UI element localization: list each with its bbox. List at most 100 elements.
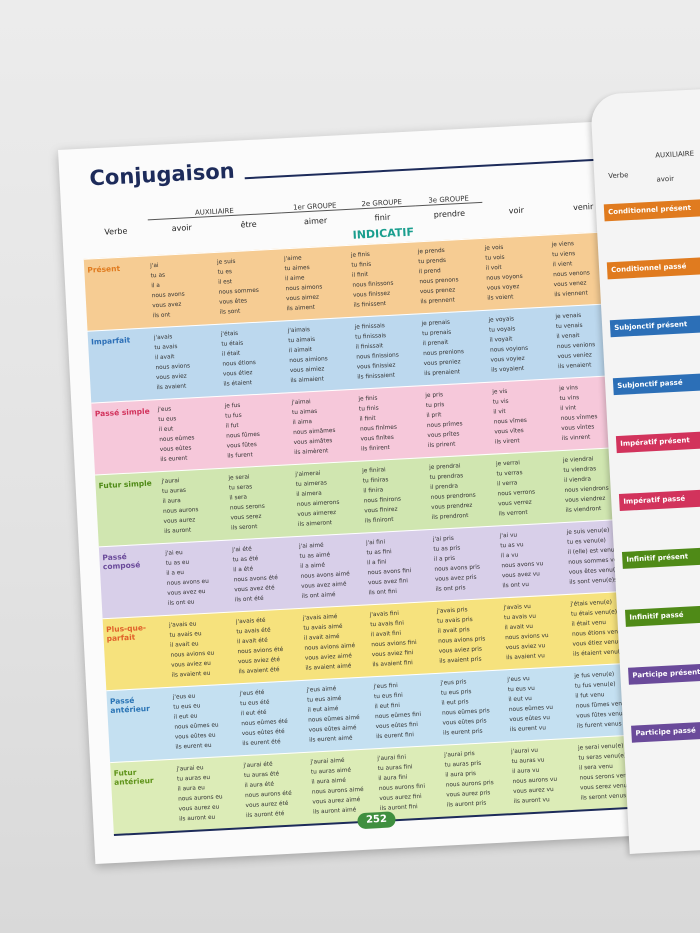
conjugation-cell: je serai tu seras il sera nous serons vous s…: [228, 470, 298, 533]
conjugation-line: ils aimaient: [290, 376, 325, 385]
conjugation-cell: j'avais été tu avais été il avait été nous …: [236, 614, 306, 677]
conjugation-line: ils eurent eu: [175, 742, 212, 751]
side-header: Verbe: [608, 171, 629, 181]
conjugation-cell: j'aurai aimé tu auras aimé il aura aimé nou…: [310, 754, 380, 817]
conjugation-cell: je vis tu vis il vit nous vîmes vous vîtes il…: [492, 384, 562, 447]
conjugation-line: ils ont: [152, 312, 171, 320]
conjugation-line: ils aimeront: [297, 520, 333, 528]
conjugation-cell: je prendrai tu prendras il prendra nous pre…: [429, 460, 499, 523]
conjugation-line: ils aiment: [286, 304, 316, 313]
conjugation-cell: je prenais tu prenais il prenait nous preni…: [421, 316, 491, 379]
conjugation-line: ils auront vu: [513, 797, 550, 806]
conjugation-line: ils finissaient: [357, 372, 396, 381]
conjugation-line: ils finissent: [353, 301, 387, 309]
conjugation-line: ils virent: [494, 438, 520, 446]
conjugation-line: ils voient: [487, 294, 514, 302]
conjugation-cell: je finirai tu finiras il finira nous finiro…: [362, 463, 432, 526]
conjugation-cell: j'aimai tu aimas il aima nous aimâmes vous a…: [291, 395, 361, 458]
conjugation-cell: j'ai eu tu as eu il a eu nous avons eu vous …: [165, 545, 235, 608]
conjugation-cell: j'aurai tu auras il aura nous aurons vous au…: [161, 474, 231, 537]
conjugation-line: ils eurent aimé: [309, 735, 353, 744]
conjugation-line: ils voyaient: [490, 365, 525, 374]
conjugation-line: ils avaient: [156, 383, 187, 392]
conjugation-cell: j'avais fini tu avais fini il avait fini no…: [370, 607, 440, 670]
conjugation-cell: j'aimerai tu aimeras il aimera nous aimeron…: [295, 467, 365, 530]
conjugation-line: ils eurent pris: [442, 728, 483, 737]
conjugation-line: ils prennent: [420, 297, 456, 306]
conjugation-cell: j'aimais tu aimais il aimait nous aimions vo…: [288, 323, 358, 386]
verb-header: finir: [374, 212, 391, 223]
conjugation-cell: je verrai tu verras il verra nous verrons vo…: [496, 456, 566, 519]
title: Conjugaison: [88, 158, 236, 191]
conjugation-cell: j'aime tu aimes il aime nous aimons vous aim…: [284, 251, 354, 314]
conjugation-cell: j'étais tu étais il était nous étions vous é…: [221, 326, 291, 389]
conjugation-cell: j'eus été tu eus été il eut été nous eûmes …: [239, 686, 309, 749]
conjugation-line: ils finiront: [364, 516, 394, 525]
conjugation-line: ils ont été: [234, 595, 264, 604]
tense-name: Présent: [87, 263, 121, 275]
conjugation-cell: j'avais tu avais il avait nous avions vous a…: [154, 330, 224, 393]
conjugation-cell: j'eus eu tu eus eu il eut eu nous eûmes eu v…: [173, 689, 243, 752]
tense-name: Plus-que-parfait: [105, 623, 147, 644]
conjugation-cell: j'ai aimé tu as aimé il a aimé nous avons a…: [299, 538, 369, 601]
side-tab: Impératif passé: [618, 487, 700, 512]
conjugation-cell: je vois tu vois il voit nous voyons vous voy…: [484, 240, 554, 303]
conjugation-cell: j'eus pris tu eus pris il eut pris nous eûm…: [440, 675, 510, 738]
side-tab: Infinitif présent: [621, 545, 700, 569]
conjugation-line: ils avaient vu: [506, 653, 546, 662]
tense-name: Futur antérieur: [113, 767, 154, 787]
verb-header: voir: [508, 205, 525, 216]
conjugation-cell: je suis tu es il est nous sommes vous êtes il…: [217, 254, 287, 317]
conjugation-line: ils auront eu: [179, 814, 216, 823]
conjugation-line: ils auront été: [245, 811, 285, 820]
conjugation-cell: j'aurai eu tu auras eu il aura eu nous auro…: [176, 761, 246, 824]
conjugation-cell: je finissais tu finissais il finissait nous…: [354, 319, 424, 382]
conjugation-line: ils eurent fini: [376, 732, 415, 741]
conjugation-cell: j'avais aimé tu avais aimé il avait aimé no…: [303, 610, 373, 673]
group-header: 3e GROUPE: [414, 193, 483, 207]
conjugation-cell: je prends tu prends il prend nous prenons vo…: [418, 244, 488, 307]
conjugation-line: ils avaient fini: [372, 660, 414, 669]
side-tab: Infinitif passé: [624, 603, 700, 627]
conjugation-line: ils avaient eu: [171, 670, 211, 679]
side-tab: Conditionnel passé: [606, 255, 700, 280]
conjugation-line: ils furent: [227, 452, 253, 460]
conjugation-cell: j'ai fini tu as fini il a fini nous avons f…: [366, 535, 436, 598]
page-number: 252: [357, 811, 396, 830]
verb-header: être: [240, 219, 257, 230]
side-tab: Participe passé: [631, 719, 700, 743]
tense-name: Passé simple: [94, 406, 150, 419]
conjugation-cell: j'eus fini tu eus fini il eut fini nous eûm…: [373, 679, 443, 742]
verb-header: aimer: [303, 216, 328, 227]
conjugation-line: ils sont: [219, 308, 241, 316]
conjugation-cell: je finis tu finis il finit nous finîmes vous…: [358, 391, 428, 454]
conjugation-cell: j'ai vu tu as vu il a vu nous avons vu vous …: [500, 528, 570, 591]
conjugation-line: ils eurent vu: [509, 725, 547, 734]
conjugation-cell: j'ai été tu as été il a été nous avons été v…: [232, 542, 302, 605]
conjugation-cell: j'aurai vu tu auras vu il aura vu nous auro…: [511, 744, 581, 807]
conjugation-cell: j'aurai pris tu auras pris il aura pris nou…: [444, 747, 514, 810]
conjugation-line: ils avaient pris: [439, 656, 482, 665]
tense-name: Futur simple: [98, 478, 152, 491]
conjugation-line: ils seront: [230, 524, 258, 532]
conjugation-cell: je finis tu finis il finit nous finissons vo…: [351, 247, 421, 310]
conjugation-line: ils aimèrent: [294, 448, 329, 457]
conjugation-line: ils ont aimé: [301, 592, 336, 600]
conjugation-line: ils auront: [163, 527, 192, 535]
side-tab: Subjonctif présent: [609, 313, 700, 338]
conjugation-cell: j'eus vu tu eus vu il eut vu nous eûmes vu v…: [507, 672, 577, 735]
conjugation-cell: j'eus tu eus il eut nous eûmes vous eûtes ils…: [157, 402, 227, 465]
conjugation-cell: j'aurai fini tu auras fini il aura fini nou…: [377, 751, 447, 814]
verb-label: Verbe: [104, 226, 128, 237]
tense-name: Imparfait: [90, 335, 131, 347]
verb-header: avoir: [171, 223, 192, 234]
conjugation-cell: je pris tu pris il prit nous prîmes vous prî…: [425, 388, 495, 451]
side-tab: Conditionnel présent: [603, 197, 700, 222]
tense-name: Passé composé: [102, 551, 141, 572]
conjugation-line: ils ont vu: [502, 581, 530, 590]
side-tab: Subjonctif passé: [612, 371, 700, 396]
conjugation-cell: j'aurai été tu auras été il aura été nous a…: [243, 758, 313, 821]
conjugation-line: ils finirent: [360, 445, 391, 453]
conjugation-line: ils prirent: [427, 441, 456, 450]
conjugation-cell: j'avais eu tu avais eu il avait eu nous avi…: [169, 617, 239, 680]
